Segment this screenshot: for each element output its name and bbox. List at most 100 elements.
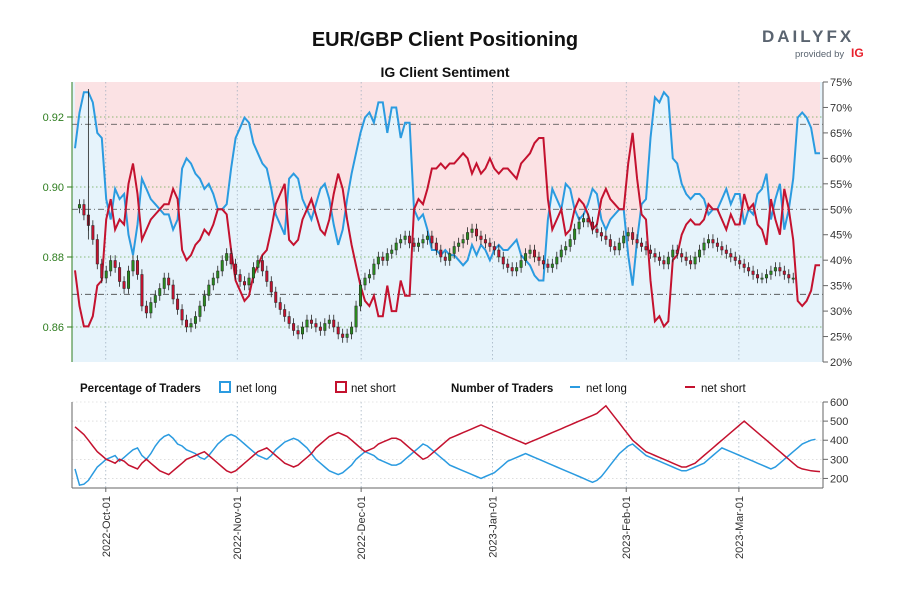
candle-body (359, 284, 362, 307)
candle-body (533, 249, 536, 258)
candle-body (274, 291, 278, 303)
candle-body (443, 256, 447, 261)
candle-body (626, 232, 630, 237)
candle-body (483, 239, 487, 244)
price-tick-label: 0.92 (43, 112, 64, 124)
candle-body (519, 260, 523, 268)
candle-body (193, 316, 197, 324)
candle-body (773, 267, 777, 272)
candle-body (260, 260, 264, 272)
candle-body (546, 263, 550, 268)
candle-body (608, 239, 612, 247)
candle-body (376, 256, 380, 265)
candle-body (559, 249, 563, 258)
candle-body (251, 267, 255, 279)
candle-body (631, 232, 635, 240)
candle-body (327, 319, 331, 324)
candle-body (506, 263, 510, 268)
candle-body (564, 246, 568, 251)
candle-body (403, 235, 407, 240)
candle-body (524, 253, 528, 261)
brand-logo-text: DAILYFX (762, 27, 854, 46)
candle-body (95, 239, 99, 265)
candle-body (599, 232, 603, 237)
candle-body (135, 260, 139, 275)
candle-body (345, 333, 349, 338)
candle-body (269, 281, 273, 293)
candle-body (787, 274, 791, 279)
candle-body (729, 253, 733, 258)
date-tick-label: 2022-Dec-01 (356, 496, 368, 560)
legend: Percentage of Traders net long net short… (80, 381, 747, 395)
candle-body (127, 270, 131, 289)
chart-title: EUR/GBP Client Positioning (312, 29, 578, 51)
candle-body (706, 239, 710, 244)
candle-body (756, 274, 760, 279)
candle-body (243, 281, 247, 286)
candle-body (220, 260, 224, 272)
legend-pct-net-long: net long (236, 383, 277, 395)
percent-tick-label: 60% (830, 153, 852, 165)
sentiment-percentage-lines (74, 90, 820, 329)
candle-body (711, 239, 715, 244)
percent-tick-label: 50% (830, 204, 852, 216)
candle-body (452, 246, 456, 254)
candle-body (586, 218, 590, 223)
candle-body (91, 225, 95, 240)
candle-body (782, 270, 786, 275)
brand-logo: DAILYFX provided by IG (762, 27, 865, 60)
candle-body (675, 249, 679, 254)
candle-body (671, 249, 675, 258)
candle-body (555, 256, 559, 265)
candle-body (640, 242, 644, 247)
traders-tick-label: 600 (830, 397, 848, 409)
candle-body (528, 249, 532, 254)
candle-body (434, 242, 438, 251)
percent-tick-label: 25% (830, 332, 852, 344)
percent-tick-label: 70% (830, 102, 852, 114)
candle-body (354, 305, 358, 328)
date-tick-label: 2022-Nov-01 (232, 496, 244, 560)
candle-body (720, 246, 724, 251)
candle-body (140, 274, 144, 307)
candle-body (751, 270, 755, 275)
candle-body (417, 242, 420, 247)
ig-badge-text: IG (851, 46, 864, 60)
candle-body (176, 298, 180, 310)
candle-body (305, 319, 309, 328)
candle-body (778, 267, 782, 272)
candle-body (760, 277, 764, 280)
candle-body (238, 274, 242, 282)
candle-body (122, 281, 126, 289)
candle-body (296, 330, 300, 335)
candle-body (573, 228, 577, 240)
candle-body (568, 239, 572, 247)
candle-body (470, 228, 474, 233)
candle-body (742, 263, 746, 268)
percent-tick-label: 40% (830, 255, 852, 267)
candle-body (791, 277, 795, 280)
candle-body (162, 277, 166, 289)
candle-body (421, 239, 425, 244)
price-tick-label: 0.88 (43, 252, 64, 264)
candle-body (644, 246, 648, 251)
percent-tick-label: 45% (830, 230, 852, 242)
candle-body (189, 323, 193, 328)
date-tick-label: 2023-Jan-01 (488, 496, 500, 558)
candle-body (247, 277, 251, 286)
price-tick-label: 0.90 (43, 182, 64, 194)
traders-tick-label: 500 (830, 416, 848, 428)
candle-body (595, 228, 599, 233)
candle-body (381, 256, 385, 261)
net-short-percent-line (74, 132, 820, 329)
candle-body (698, 249, 702, 258)
candle-body (591, 221, 594, 230)
candle-body (510, 267, 514, 272)
candle-body (153, 295, 157, 303)
percent-tick-label: 75% (830, 77, 852, 89)
net-long-percent-line (74, 90, 820, 286)
candle-body (341, 333, 345, 338)
candle-body (171, 284, 175, 300)
candle-body (399, 239, 403, 244)
